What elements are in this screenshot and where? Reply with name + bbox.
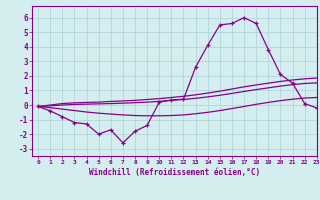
- X-axis label: Windchill (Refroidissement éolien,°C): Windchill (Refroidissement éolien,°C): [89, 168, 260, 177]
